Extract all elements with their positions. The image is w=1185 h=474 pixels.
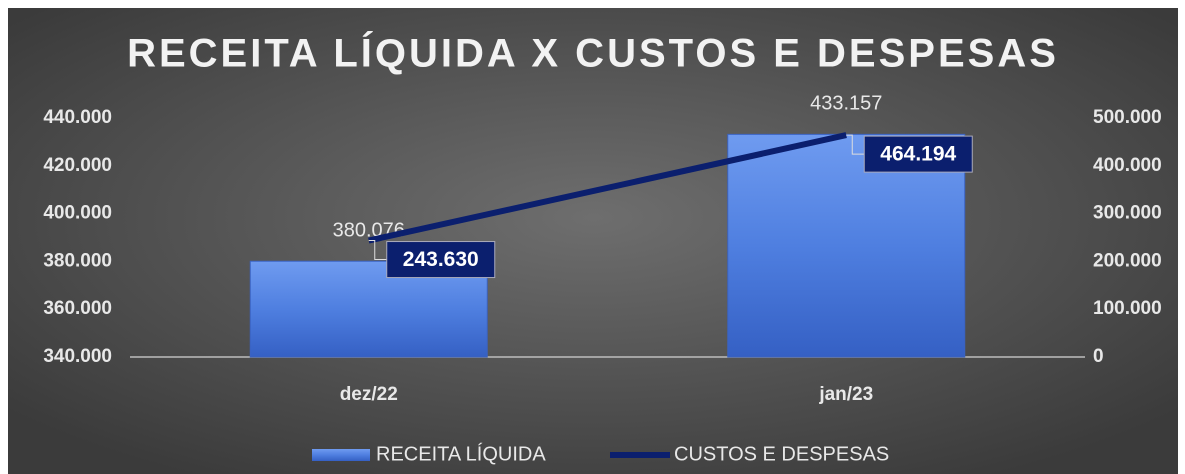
legend-swatch [312,449,370,461]
y2-tick-label: 400.000 [1093,155,1162,176]
y2-tick-label: 200.000 [1093,250,1162,271]
chart-title: RECEITA LÍQUIDA X CUSTOS E DESPESAS [127,31,1059,76]
y2-tick-label: 500.000 [1093,107,1162,128]
x-tick-label: jan/23 [818,384,873,405]
line-value-label: 464.194 [880,143,956,166]
line-label-box [863,135,973,173]
y-tick-label: 380.000 [43,250,112,271]
legend-label: RECEITA LÍQUIDA [376,442,546,465]
legend-label: CUSTOS E DESPESAS [674,443,889,465]
chart-background [8,8,1178,474]
bar-value-label: 433.157 [810,93,882,115]
y2-tick-label: 300.000 [1093,203,1162,224]
leader-line [846,134,865,155]
y-tick-label: 400.000 [43,203,112,224]
line-value-label: 243.630 [403,248,479,271]
y-tick-label: 440.000 [43,107,112,128]
y-tick-label: 420.000 [43,155,112,176]
leader-line [368,240,387,261]
y-tick-label: 340.000 [43,346,112,367]
line-label-box [386,241,496,279]
line [368,132,847,244]
y2-tick-label: 0 [1093,346,1104,367]
y-tick-label: 360.000 [43,298,112,319]
x-tick-label: dez/22 [340,384,398,405]
y2-tick-label: 100.000 [1093,298,1162,319]
